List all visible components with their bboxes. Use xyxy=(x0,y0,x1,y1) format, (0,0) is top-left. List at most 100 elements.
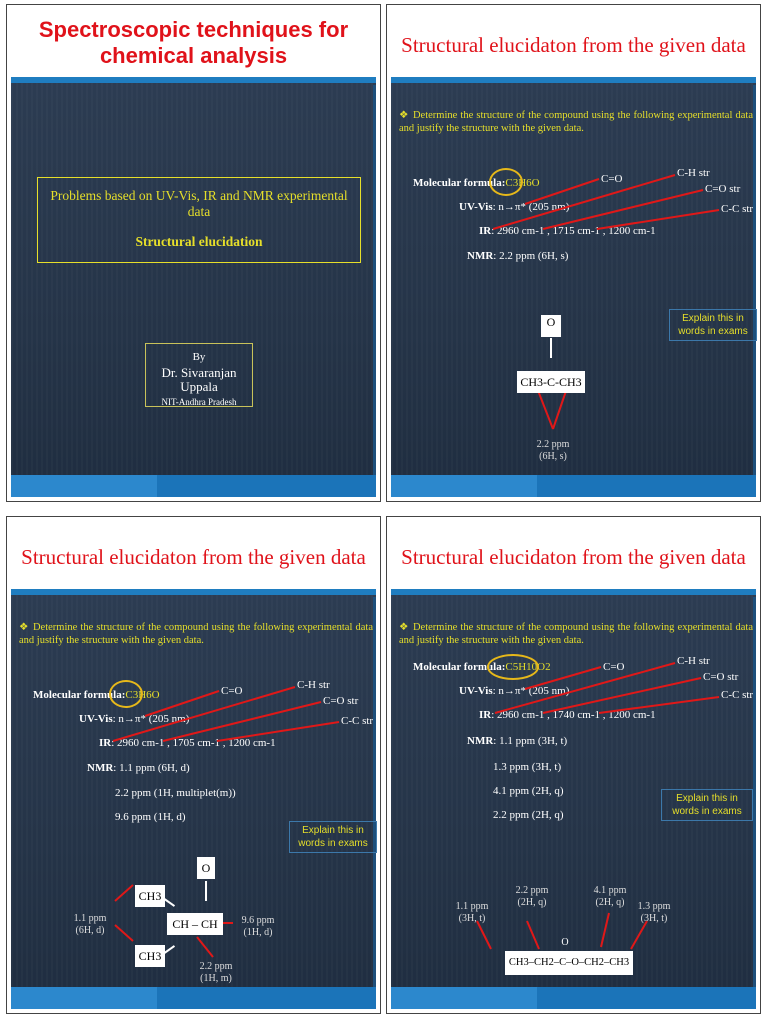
structure-acetone: CH3-C-CH3 xyxy=(517,371,585,393)
annotation-co: C=O xyxy=(601,173,623,185)
task-text: Determine the structure of the compound … xyxy=(399,110,753,134)
slide-title-heading: Spectroscopic techniques for chemical an… xyxy=(7,17,380,69)
uv-value: : n→π* (205 nm) xyxy=(492,201,570,213)
ir-value: : 2960 cm-1 , 1740 cm-1 , 1200 cm-1 xyxy=(491,709,656,721)
nmr-value-3: 4.1 ppm (2H, q) xyxy=(493,785,564,797)
bullet-icon: ❖ xyxy=(399,110,409,121)
bottom-band xyxy=(391,987,756,1009)
formula-highlight xyxy=(487,654,539,680)
structure-oxygen: O xyxy=(541,315,561,337)
peak-2: 9.6 ppm (1H, d) xyxy=(241,915,275,938)
structure-ch3-top: CH3 xyxy=(135,885,165,907)
topic-box: Problems based on UV-Vis, IR and NMR exp… xyxy=(37,177,361,263)
structure-ester: CH3–CH2–C–O–CH2–CH3 xyxy=(505,951,633,975)
mf-label: Molecular formula: xyxy=(33,689,126,701)
nmr-value-2: 2.2 ppm (1H, multiplet(m)) xyxy=(115,787,236,799)
ir-label: IR xyxy=(479,225,492,237)
explain-note: Explain this in words in exams xyxy=(289,821,377,853)
formula-highlight xyxy=(489,168,523,196)
task-bullet: ❖ Determine the structure of the compound… xyxy=(399,621,753,647)
title-line-2: chemical analysis xyxy=(99,43,288,68)
by-label: By xyxy=(192,351,206,363)
annotation-arrows xyxy=(476,662,720,950)
slide-background xyxy=(391,591,756,1009)
slide-background xyxy=(11,591,376,1009)
slide-heading: Structural elucidaton from the given dat… xyxy=(401,33,746,57)
peak-2: 2.2 ppm (2H, q) xyxy=(515,885,549,908)
task-bullet: ❖ Determine the structure of the compound… xyxy=(19,621,373,647)
explain-note: Explain this in words in exams xyxy=(669,309,757,341)
slide-title: Spectroscopic techniques for chemical an… xyxy=(6,4,381,502)
nmr-value-1: : 1.1 ppm (3H, t) xyxy=(493,735,568,747)
annotation-co-str: C=O str xyxy=(323,695,359,707)
topic-line: Problems based on UV-Vis, IR and NMR exp… xyxy=(50,188,348,219)
slide-background xyxy=(391,79,756,497)
top-band xyxy=(11,77,376,83)
peak-1: 1.1 ppm (3H, t) xyxy=(455,901,489,924)
mf-label: Molecular formula: xyxy=(413,661,506,673)
top-band xyxy=(391,77,756,83)
mf-label: Molecular formula: xyxy=(413,177,506,189)
structure-ch3-bottom: CH3 xyxy=(135,945,165,967)
annotation-co: C=O xyxy=(603,661,625,673)
ir-value: : 2960 cm-1 , 1715 cm-1 , 1200 cm-1 xyxy=(491,225,656,237)
structure-oxygen: O xyxy=(197,857,215,879)
explain-note: Explain this in words in exams xyxy=(661,789,753,821)
slide-heading: Structural elucidaton from the given dat… xyxy=(21,545,366,569)
right-strip xyxy=(753,85,756,475)
peak-4: 1.3 ppm (3H, t) xyxy=(637,901,671,924)
top-band xyxy=(391,589,756,595)
author-box: By Dr. Sivaranjan Uppala NIT-Andhra Prad… xyxy=(145,343,253,407)
slide-background xyxy=(11,83,376,497)
peak-3: 2.2 ppm (1H, m) xyxy=(199,961,233,984)
bottom-band xyxy=(391,475,756,497)
slide-propanal: Structural elucidaton from the given dat… xyxy=(6,516,381,1014)
nmr-value-3: 9.6 ppm (1H, d) xyxy=(115,811,186,823)
right-strip xyxy=(753,597,756,987)
annotation-co: C=O xyxy=(221,685,243,697)
annotation-cc-str: C-C str xyxy=(721,689,754,701)
structure-ch-ch: CH – CH xyxy=(167,913,223,935)
task-bullet: ❖ Determine the structure of the compound… xyxy=(399,109,753,135)
ir-label: IR xyxy=(99,737,112,749)
bullet-icon: ❖ xyxy=(19,622,29,633)
uv-label: UV-Vis xyxy=(459,201,493,213)
top-band xyxy=(11,589,376,595)
annotation-co-str: C=O str xyxy=(705,183,741,195)
peak-1: 1.1 ppm (6H, d) xyxy=(73,913,107,936)
formula-highlight xyxy=(109,680,143,708)
ir-value: : 2960 cm-1 , 1705 cm-1 , 1200 cm-1 xyxy=(111,737,276,749)
nmr-label: NMR xyxy=(467,250,494,262)
nmr-value: : 2.2 ppm (6H, s) xyxy=(493,250,569,262)
structure-double-bond xyxy=(550,338,552,358)
annotation-cc-str: C-C str xyxy=(341,715,374,727)
uv-label: UV-Vis xyxy=(459,685,493,697)
right-strip xyxy=(373,597,376,987)
nmr-value-4: 2.2 ppm (2H, q) xyxy=(493,809,564,821)
bullet-icon: ❖ xyxy=(399,622,409,633)
right-strip xyxy=(373,85,376,475)
nmr-value-2: 1.3 ppm (3H, t) xyxy=(493,761,562,773)
task-text: Determine the structure of the compound … xyxy=(399,622,753,646)
nmr-label: NMR xyxy=(467,735,494,747)
annotation-cc-str: C-C str xyxy=(721,203,754,215)
annotation-ch-str: C-H str xyxy=(677,167,710,179)
slide-acetone: Structural elucidaton from the given dat… xyxy=(386,4,761,502)
annotation-arrows xyxy=(112,686,340,958)
annotation-arrows xyxy=(492,174,720,430)
slide-ester: Structural elucidaton from the given dat… xyxy=(386,516,761,1014)
author-name: Dr. Sivaranjan Uppala xyxy=(161,365,237,394)
ir-label: IR xyxy=(479,709,492,721)
uv-value: : n→π* (205 nm) xyxy=(112,713,190,725)
bottom-band xyxy=(11,475,376,497)
title-line-1: Spectroscopic techniques for xyxy=(38,17,349,42)
uv-value: : n→π* (205 nm) xyxy=(492,685,570,697)
task-text: Determine the structure of the compound … xyxy=(19,622,373,646)
annotation-ch-str: C-H str xyxy=(677,655,710,667)
uv-label: UV-Vis xyxy=(79,713,113,725)
structure-oxygen: O xyxy=(561,937,569,948)
annotation-co-str: C=O str xyxy=(703,671,739,683)
slide-heading: Structural elucidaton from the given dat… xyxy=(401,545,746,569)
annotation-ch-str: C-H str xyxy=(297,679,330,691)
structure-double-bond xyxy=(205,881,207,901)
